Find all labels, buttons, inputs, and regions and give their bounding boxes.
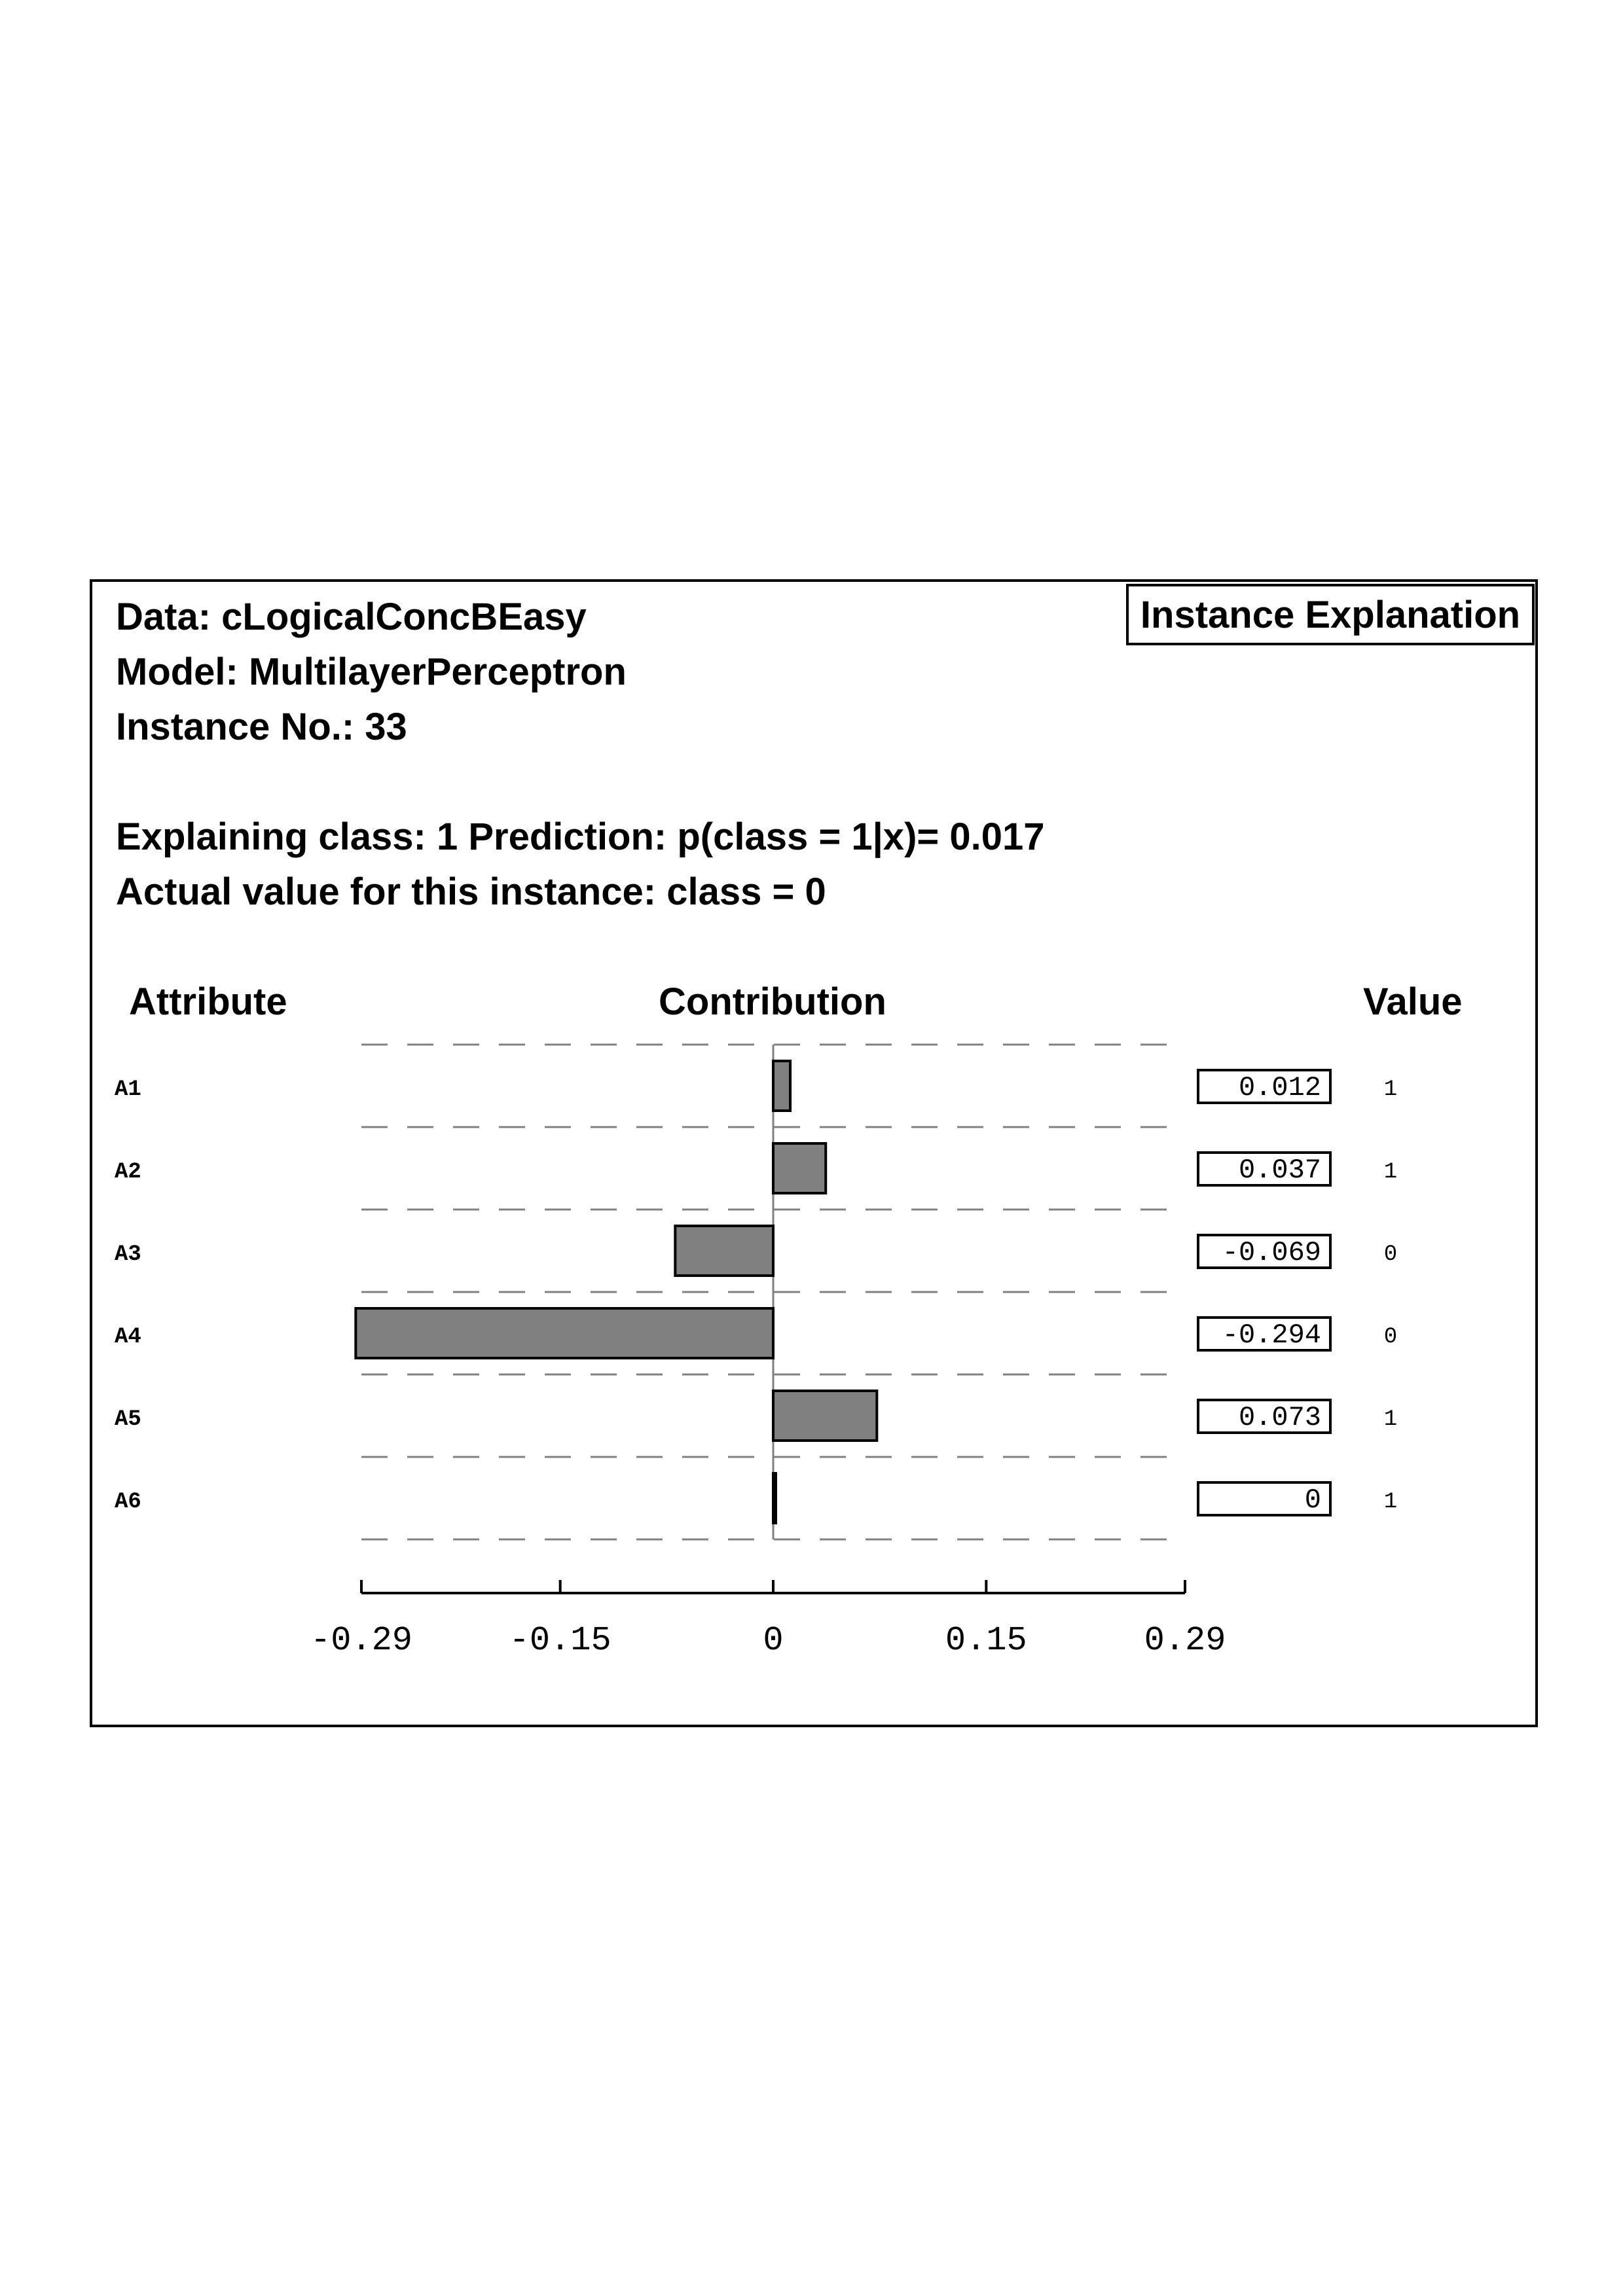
attribute-value-label: 1 bbox=[1384, 1490, 1397, 1515]
attribute-label-a5: A5 bbox=[115, 1407, 141, 1432]
explanation-frame bbox=[90, 579, 1538, 1727]
contribution-bar-a2 bbox=[772, 1142, 828, 1194]
contribution-bar-a3 bbox=[674, 1225, 775, 1277]
contribution-value-label: 0 bbox=[1305, 1484, 1321, 1516]
contribution-value-box bbox=[1197, 1069, 1332, 1104]
contribution-column-header: Contribution bbox=[659, 980, 886, 1023]
actual-line: Actual value for this instance: class = … bbox=[116, 870, 826, 913]
contribution-value-label: 0.037 bbox=[1239, 1155, 1321, 1186]
attribute-label-a4: A4 bbox=[115, 1325, 141, 1350]
contribution-value-box bbox=[1197, 1151, 1332, 1187]
attribute-value-label: 1 bbox=[1384, 1077, 1397, 1102]
attribute-value-label: 0 bbox=[1384, 1242, 1397, 1267]
attribute-value-label: 1 bbox=[1384, 1407, 1397, 1432]
contribution-bar-a5 bbox=[772, 1390, 879, 1442]
value-column-header: Value bbox=[1363, 980, 1463, 1023]
contribution-bar-a6 bbox=[772, 1472, 777, 1524]
attribute-label-a6: A6 bbox=[115, 1490, 141, 1515]
attribute-label-a3: A3 bbox=[115, 1242, 141, 1267]
data-line: Data: cLogicalConcBEasy bbox=[116, 596, 587, 638]
contribution-value-box bbox=[1197, 1234, 1332, 1269]
attribute-value-label: 1 bbox=[1384, 1160, 1397, 1185]
contribution-value-box bbox=[1197, 1316, 1332, 1352]
contribution-value-box bbox=[1197, 1481, 1332, 1516]
explaining-line: Explaining class: 1 Prediction: p(class … bbox=[116, 816, 1045, 858]
contribution-bar-a1 bbox=[772, 1060, 792, 1112]
contribution-value-box bbox=[1197, 1399, 1332, 1434]
contribution-value-label: 0.073 bbox=[1239, 1402, 1321, 1433]
contribution-value-label: -0.294 bbox=[1222, 1319, 1321, 1351]
x-tick-label: -0.29 bbox=[310, 1621, 412, 1660]
x-tick-label: 0.29 bbox=[1144, 1621, 1226, 1660]
attribute-label-a1: A1 bbox=[115, 1077, 141, 1102]
x-tick-label: 0.15 bbox=[945, 1621, 1027, 1660]
x-tick-label: 0 bbox=[763, 1621, 783, 1660]
attribute-label-a2: A2 bbox=[115, 1160, 141, 1185]
contribution-value-label: 0.012 bbox=[1239, 1072, 1321, 1103]
contribution-value-label: -0.069 bbox=[1222, 1237, 1321, 1268]
attribute-column-header: Attribute bbox=[129, 980, 287, 1023]
attribute-value-label: 0 bbox=[1384, 1325, 1397, 1350]
instance-line: Instance No.: 33 bbox=[116, 706, 407, 748]
x-tick-label: -0.15 bbox=[509, 1621, 611, 1660]
model-line: Model: MultilayerPerceptron bbox=[116, 651, 627, 693]
instance-explanation-badge: Instance Explanation bbox=[1126, 584, 1535, 645]
contribution-bar-a4 bbox=[354, 1307, 775, 1359]
